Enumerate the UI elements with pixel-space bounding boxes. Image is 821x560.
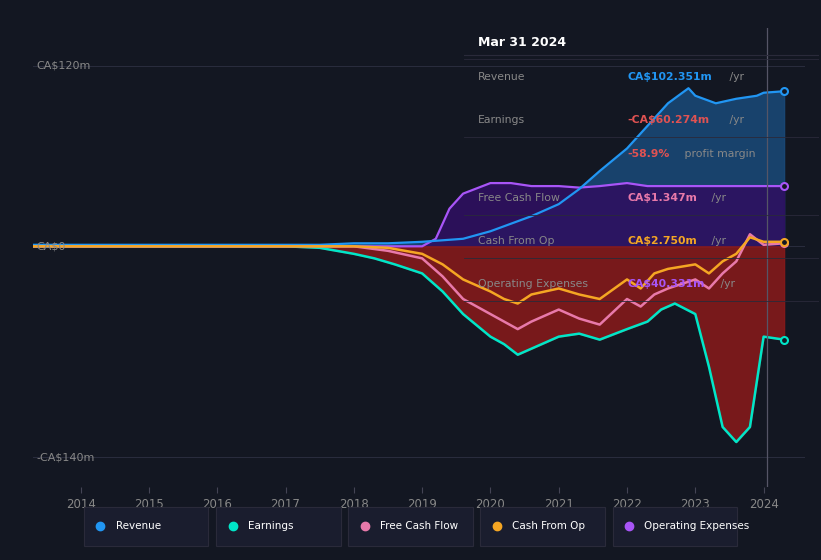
Text: /yr: /yr	[709, 236, 727, 246]
Text: /yr: /yr	[709, 193, 727, 203]
Text: profit margin: profit margin	[681, 148, 756, 158]
Text: CA$0: CA$0	[36, 241, 66, 251]
Text: CA$102.351m: CA$102.351m	[627, 72, 712, 82]
Text: -CA$60.274m: -CA$60.274m	[627, 115, 709, 125]
Text: Operating Expenses: Operating Expenses	[478, 279, 588, 289]
Text: Operating Expenses: Operating Expenses	[644, 521, 750, 531]
Text: /yr: /yr	[727, 115, 745, 125]
Text: Mar 31 2024: Mar 31 2024	[478, 36, 566, 49]
Text: /yr: /yr	[718, 279, 736, 289]
Text: Cash From Op: Cash From Op	[512, 521, 585, 531]
Text: Earnings: Earnings	[248, 521, 293, 531]
Text: Revenue: Revenue	[116, 521, 161, 531]
FancyBboxPatch shape	[84, 507, 209, 546]
Text: Free Cash Flow: Free Cash Flow	[478, 193, 560, 203]
Text: Free Cash Flow: Free Cash Flow	[380, 521, 458, 531]
Text: -58.9%: -58.9%	[627, 148, 669, 158]
Text: CA$2.750m: CA$2.750m	[627, 236, 697, 246]
FancyBboxPatch shape	[480, 507, 605, 546]
Text: Revenue: Revenue	[478, 72, 525, 82]
FancyBboxPatch shape	[612, 507, 737, 546]
Text: CA$1.347m: CA$1.347m	[627, 193, 697, 203]
Text: CA$40.331m: CA$40.331m	[627, 279, 704, 289]
Text: Cash From Op: Cash From Op	[478, 236, 554, 246]
Text: /yr: /yr	[727, 72, 745, 82]
FancyBboxPatch shape	[348, 507, 473, 546]
Text: Earnings: Earnings	[478, 115, 525, 125]
Text: CA$120m: CA$120m	[36, 60, 90, 71]
Text: -CA$140m: -CA$140m	[36, 452, 94, 462]
FancyBboxPatch shape	[216, 507, 341, 546]
